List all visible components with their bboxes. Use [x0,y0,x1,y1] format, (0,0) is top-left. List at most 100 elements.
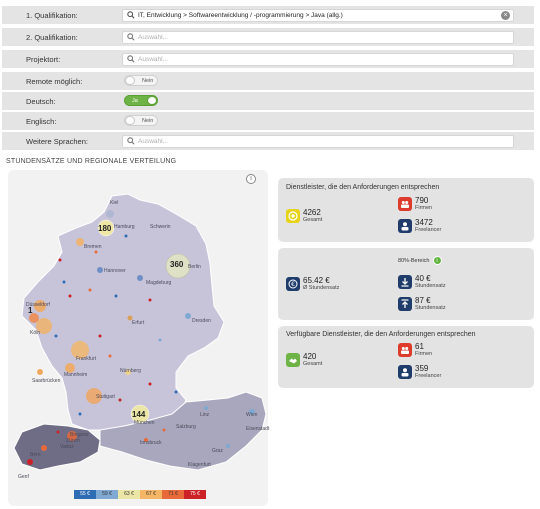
people-icon [286,209,300,223]
dot [68,294,72,298]
city-label: Düsseldorf [26,302,50,308]
verf-freelancer-label: Freelancer [415,373,442,379]
dot [124,234,128,238]
stat-verf-gesamt: 420 Gesamt [286,352,322,368]
bubble-hamburg [97,219,115,237]
city-label: Bern [30,452,41,458]
verf-gesamt-value: 420 [303,352,317,361]
stat-freelancer: 3472 Freelancer [398,218,441,234]
projektort-field[interactable]: Auswahl... [122,52,514,66]
bubble-bern [41,445,47,451]
englisch-toggle[interactable]: Nein [124,115,158,126]
dot [62,280,66,284]
city-label: Wien [246,412,258,418]
verf-freelancer-value: 359 [415,364,429,373]
englisch-label: Englisch: [26,116,57,126]
company-icon [398,343,412,357]
stat-firmen: 790 Firmen [398,196,432,212]
bubble-dresden [185,313,191,319]
clear-icon[interactable]: × [501,10,510,20]
search-icon [127,137,135,145]
legend-item: 71 € [162,490,184,499]
bubble-innsbruck [144,438,148,442]
freelancer-value: 3472 [415,218,433,227]
search-icon [127,11,135,19]
city-label: Zürich [66,438,80,444]
panel-3-title: Verfügbare Dienstleister, die den Anford… [286,331,476,338]
city-label: Eisenstadt [246,426,270,432]
panel-dienstleister: Dienstleister, die den Anforderungen ent… [278,178,534,242]
city-label: München [134,420,155,426]
bubble-ruhr-2 [29,313,39,323]
bubble-koeln [36,318,52,334]
remote-toggle[interactable]: Nein [124,75,158,86]
bubble-muenchen [130,404,150,424]
stat-avg: € 65.42 € Ø Stundensatz [286,276,339,292]
panel-1-title: Dienstleister, die den Anforderungen ent… [286,184,440,191]
dot [118,398,122,402]
bubble-hannover [97,267,103,273]
company-icon [398,197,412,211]
qualifikation-1-field[interactable]: IT, Entwicklung > Softwareentwicklung / … [122,8,514,22]
bubble-frankfurt [71,341,89,359]
dot [98,334,102,338]
high-label: Stundensatz [415,305,446,311]
panel-verfuegbar: Verfügbare Dienstleister, die den Anford… [278,326,534,388]
gesamt-value: 4262 [303,208,321,217]
city-label: Dresden [192,318,211,324]
dot [108,354,112,358]
city-label: Saarbrücken [32,378,61,384]
city-label: Nürnberg [120,368,141,374]
legend-item: 67 € [140,490,162,499]
city-label: Graz [212,448,223,454]
legend-item: 59 € [96,490,118,499]
bubble-saarbruecken [37,369,43,375]
verf-firmen-label: Firmen [415,351,433,357]
city-label: Frankfurt [76,356,97,362]
deutsch-toggle[interactable]: Ja [124,95,158,106]
deutsch-row: Deutsch: Ja [2,92,534,110]
high-value: 87 € [415,296,431,305]
stat-verf-freelancer: 359 Freelancer [398,364,441,380]
qualifikation-1-row: 1. Qualifikation: IT, Entwicklung > Soft… [2,6,534,24]
arrow-down-icon [398,275,412,289]
info-icon[interactable]: i [432,256,442,265]
city-label: Köln [30,330,41,336]
section-title: STUNDENSÄTZE UND REGIONALE VERTEILUNG [6,158,177,165]
person-icon [398,365,412,379]
search-icon [127,33,135,41]
dot [88,288,92,292]
info-icon[interactable]: i [246,174,256,184]
dot [162,428,166,432]
person-icon [398,219,412,233]
englisch-toggle-state: Nein [142,118,154,124]
bubble-stuttgart [86,388,102,404]
sprachen-field[interactable]: Auswahl... [122,134,514,148]
city-label: Klagenfurt [188,462,211,468]
bubble-label: 360 [170,260,184,269]
city-label: Berlin [188,264,201,270]
stat-low: 40 € Stundensatz [398,274,446,290]
dot [148,382,152,386]
qualifikation-2-label: 2. Qualifikation: [26,32,78,42]
qualifikation-2-placeholder: Auswahl... [138,33,168,41]
bubble-bremen [76,238,84,246]
sprachen-placeholder: Auswahl... [138,137,168,145]
qualifikation-2-field[interactable]: Auswahl... [122,30,514,44]
city-label: Hannover [104,268,126,274]
bubble-label: 144 [132,410,146,419]
bubble-label: 180 [98,224,112,233]
qualifikation-1-label: 1. Qualifikation: [26,10,78,20]
city-label: Magdeburg [146,280,172,286]
dot [148,298,152,302]
firmen-value: 790 [415,196,429,205]
qualifikation-2-row: 2. Qualifikation: Auswahl... [2,28,534,46]
bubble-wien [249,409,255,415]
sprachen-label: Weitere Sprachen: [26,136,88,146]
sprachen-row: Weitere Sprachen: Auswahl... [2,132,534,150]
euro-icon: € [286,277,300,291]
panel-stundensatz: 80%-Bereich i € 65.42 € Ø Stundensatz 40… [278,248,534,320]
toggle-knob [125,116,135,125]
bubble-kiel [106,210,114,218]
